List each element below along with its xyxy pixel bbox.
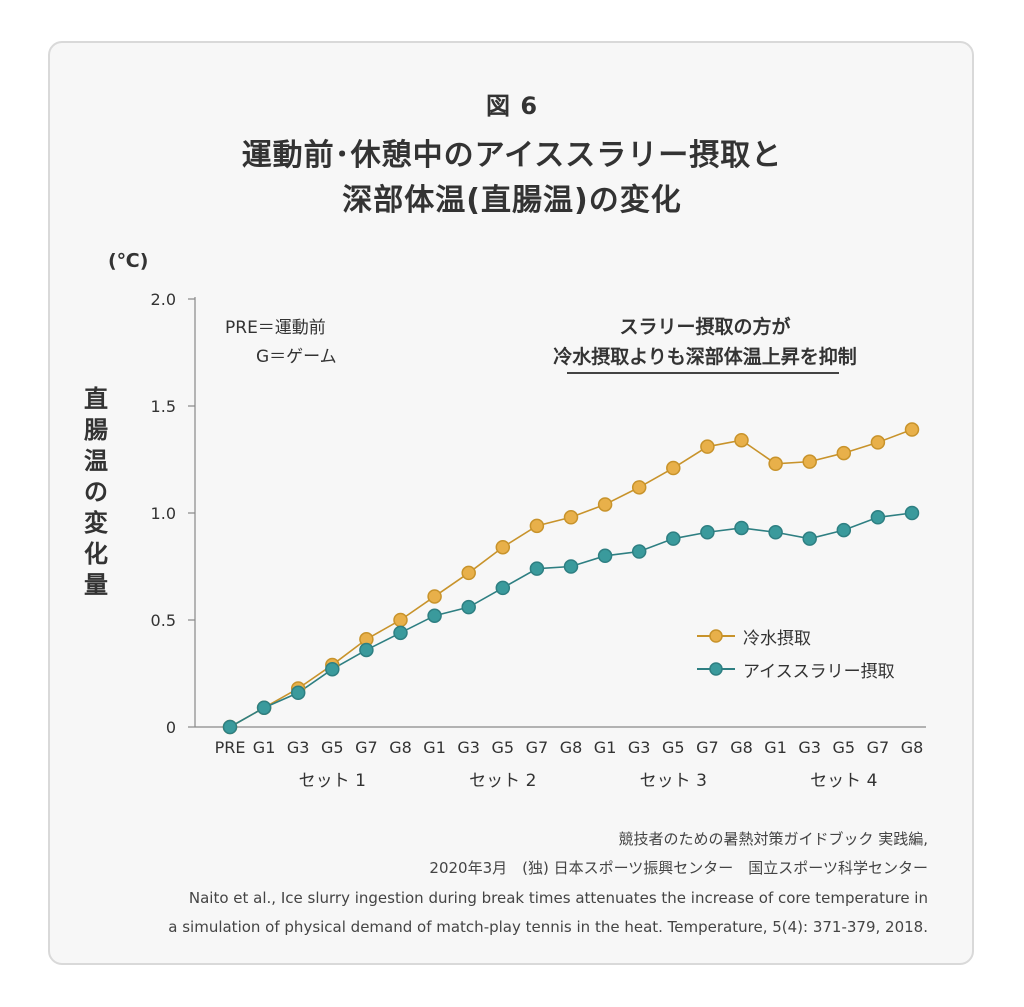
y-axis-label-char: 量 [84, 571, 108, 599]
source-line2: 2020年3月 (独) 日本スポーツ振興センター 国立スポーツ科学センター [429, 859, 928, 877]
x-tick-label: G8 [730, 738, 753, 757]
data-point-series-1 [802, 531, 817, 546]
data-point-series-0 [597, 497, 613, 512]
data-point-series-1 [290, 685, 306, 701]
y-axis-label-char: 温 [84, 447, 108, 475]
legend-item-cold-water: 冷水摂取 [697, 624, 937, 649]
x-tick-label: G7 [867, 738, 890, 757]
legend-marker-cold-water-icon [697, 629, 735, 643]
series-line-0 [229, 428, 913, 728]
x-tick-label: G5 [833, 738, 856, 757]
source-line4: a simulation of physical demand of match… [168, 918, 928, 936]
x-tick-label: G1 [253, 738, 276, 757]
y-tick-label: 2.0 [151, 290, 176, 309]
data-point-series-1 [597, 548, 613, 564]
figure-card [48, 41, 974, 965]
chart-title-line1: 運動前･休憩中のアイススラリー摂取と [241, 138, 783, 173]
data-point-series-1 [768, 525, 783, 540]
data-point-series-1 [222, 719, 238, 735]
x-tick-label: G7 [696, 738, 719, 757]
data-point-series-1 [529, 561, 545, 576]
x-tick-label: G7 [526, 738, 549, 757]
set-label: セット 2 [469, 771, 536, 791]
data-point-series-0 [529, 518, 545, 534]
data-point-series-0 [461, 565, 476, 581]
data-point-series-1 [631, 544, 647, 559]
set-label: セット 3 [640, 771, 707, 791]
x-tick-label: G8 [560, 738, 583, 757]
y-tick-label: 0.5 [151, 611, 176, 630]
figure-label: 図 6 [485, 92, 539, 120]
y-axis-label-char: 変 [84, 509, 108, 537]
x-tick-label: G3 [798, 738, 821, 757]
data-point-series-1 [904, 505, 920, 521]
legend-item-ice-slurry: アイススラリー摂取 [697, 657, 937, 682]
data-point-series-1 [870, 510, 886, 525]
data-point-series-0 [734, 432, 749, 448]
source-line1: 競技者のための暑熱対策ガイドブック 実践編, [618, 830, 928, 848]
data-point-series-0 [700, 439, 715, 454]
data-point-series-0 [768, 456, 783, 472]
data-point-series-1 [666, 531, 681, 546]
data-point-series-1 [427, 608, 442, 623]
x-tick-label: G5 [662, 738, 685, 757]
data-point-series-0 [495, 539, 511, 555]
x-tick-label: G5 [321, 738, 344, 757]
y-tick-label: 1.5 [151, 397, 176, 416]
data-point-series-1 [461, 599, 476, 615]
y-tick-label: 0 [166, 718, 176, 737]
x-tick-label: G7 [355, 738, 378, 757]
y-axis-label-char: の [84, 478, 108, 506]
note-pre: PRE＝運動前 [225, 318, 326, 338]
annotation-line2: 冷水摂取よりも深部体温上昇を抑制 [553, 346, 857, 368]
y-axis-label-char: 直 [84, 385, 108, 413]
x-tick-label: G1 [764, 738, 787, 757]
data-point-series-1 [700, 525, 715, 540]
x-tick-label: G8 [389, 738, 412, 757]
y-axis-label-char: 腸 [84, 416, 108, 444]
data-point-series-0 [393, 612, 408, 628]
x-tick-label: G3 [457, 738, 480, 757]
data-point-series-0 [631, 480, 647, 495]
x-tick-label: G5 [492, 738, 515, 757]
x-tick-label: PRE [215, 738, 246, 757]
data-point-series-1 [325, 661, 340, 677]
x-tick-label: G1 [423, 738, 446, 757]
legend-marker-ice-slurry-icon [697, 662, 735, 676]
y-tick-label: 1.0 [151, 504, 176, 523]
data-point-series-1 [256, 700, 272, 715]
y-axis-label: 直 腸 温 の 変 化 量 [76, 384, 116, 601]
x-tick-label: G3 [628, 738, 651, 757]
x-tick-label: G3 [287, 738, 310, 757]
x-tick-label: G1 [594, 738, 617, 757]
data-point-series-0 [904, 422, 920, 437]
data-point-series-1 [563, 559, 579, 574]
note-game: G＝ゲーム [256, 347, 337, 367]
data-point-series-1 [734, 520, 749, 536]
chart-title-line2: 深部体温(直腸温)の変化 [342, 183, 682, 218]
y-axis-unit: (℃) [108, 250, 149, 272]
data-point-series-0 [836, 445, 852, 461]
annotation-line1: スラリー摂取の方が [619, 316, 791, 338]
data-point-series-1 [359, 642, 374, 658]
legend-label-ice-slurry: アイススラリー摂取 [743, 662, 895, 682]
data-point-series-0 [666, 460, 681, 476]
x-tick-label: G8 [901, 738, 924, 757]
y-axis-label-char: 化 [84, 540, 108, 568]
set-label: セット 1 [299, 771, 366, 791]
data-point-series-0 [427, 589, 442, 604]
source-line3: Naito et al., Ice slurry ingestion durin… [188, 889, 928, 907]
data-point-series-1 [495, 580, 511, 596]
data-point-series-0 [563, 510, 579, 525]
data-point-series-1 [393, 625, 408, 641]
set-label: セット 4 [810, 771, 877, 791]
legend-label-cold-water: 冷水摂取 [743, 629, 811, 649]
annotation-underline [567, 372, 839, 374]
data-point-series-0 [802, 454, 817, 469]
data-point-series-1 [836, 522, 852, 538]
data-point-series-0 [870, 435, 886, 450]
